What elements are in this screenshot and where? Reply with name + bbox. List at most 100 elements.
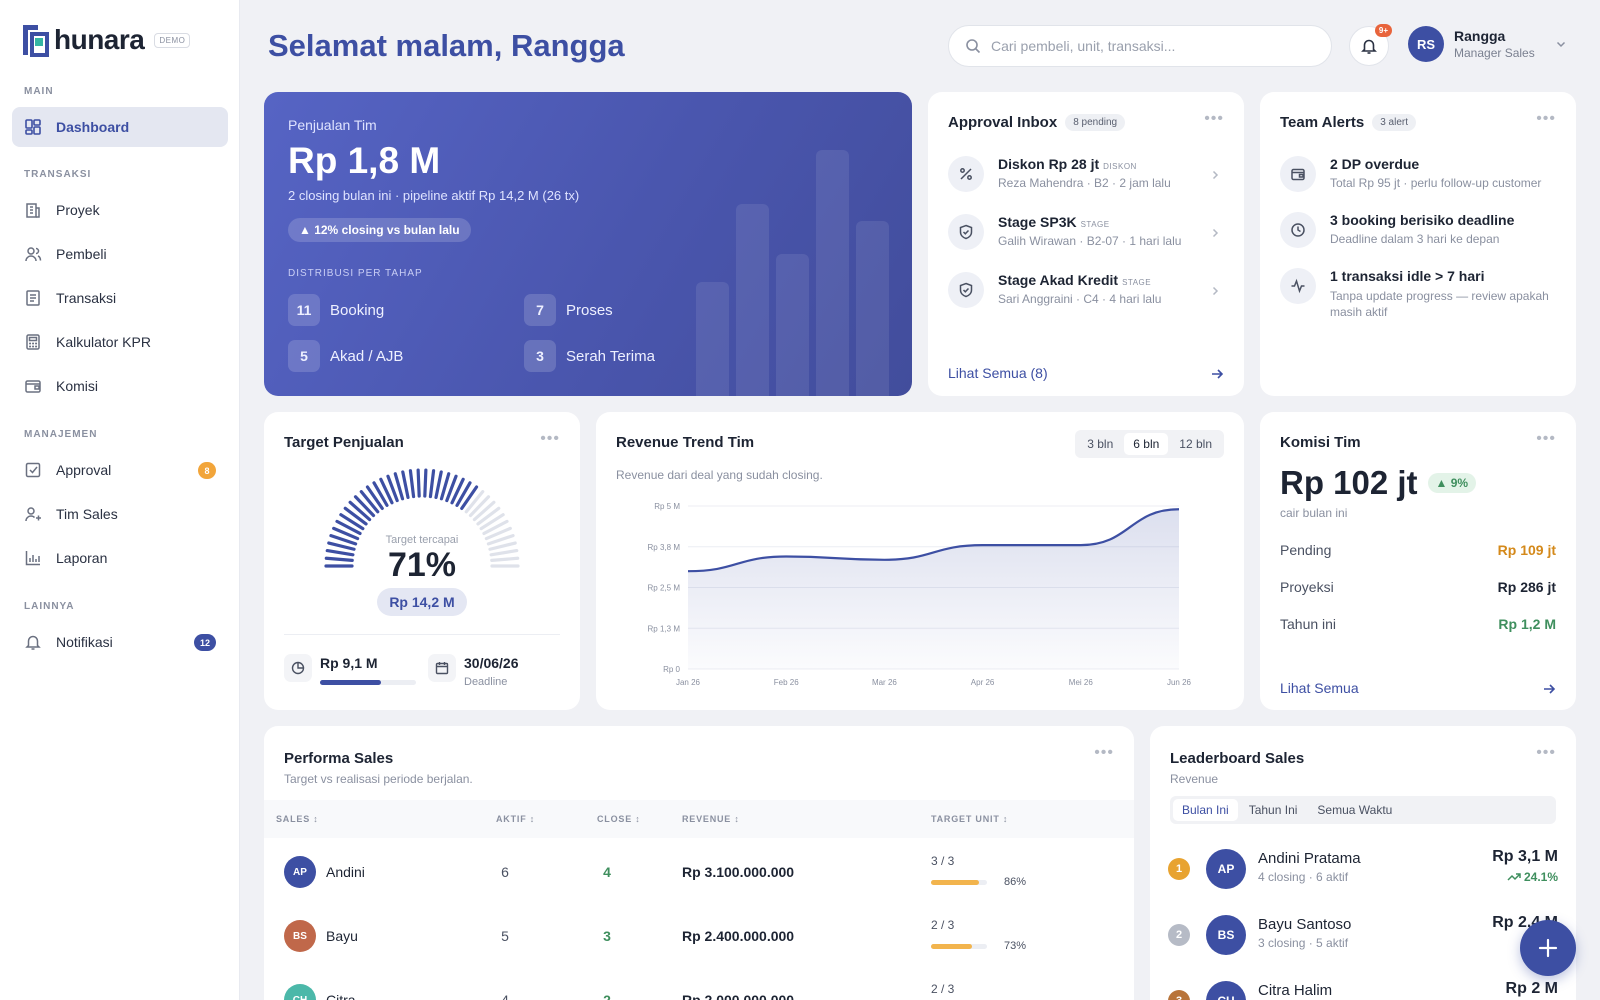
column-header-close[interactable]: CLOSE ↕ — [597, 814, 641, 824]
gauge-tick — [445, 474, 458, 503]
y-tick-label: Rp 2,5 M — [648, 584, 681, 593]
tab-bulan-ini[interactable]: Bulan Ini — [1173, 799, 1238, 821]
approval-item[interactable]: Stage SP3K STAGE Galih Wirawan · B2-07 · … — [948, 214, 1220, 258]
approval-item[interactable]: Stage Akad Kredit STAGE Sari Anggraini · … — [948, 272, 1220, 316]
gauge-tick — [386, 474, 399, 503]
achieved-progress — [320, 680, 416, 685]
x-tick-label: Apr 26 — [971, 678, 995, 687]
sidebar-item-label: Proyek — [56, 202, 100, 218]
more-options-icon[interactable]: ••• — [1536, 110, 1556, 127]
avatar: AP — [284, 856, 316, 888]
stage-serah-terima[interactable]: 3 Serah Terima — [524, 340, 655, 372]
rank-badge: 2 — [1168, 924, 1190, 946]
column-header-target-unit[interactable]: TARGET UNIT ↕ — [931, 814, 1009, 824]
user-menu[interactable]: RS Rangga Manager Sales — [1408, 26, 1567, 62]
gauge-tick — [468, 495, 491, 518]
sales-performance-card: Performa Sales Target vs realisasi perio… — [264, 726, 1134, 1000]
column-header-revenue[interactable]: REVENUE ↕ — [682, 814, 740, 824]
gauge-tick — [324, 556, 354, 562]
add-button[interactable] — [1520, 920, 1576, 976]
alert-item[interactable]: 2 DP overdue Total Rp 95 jt · perlu foll… — [1280, 156, 1570, 200]
tab-tahun-ini[interactable]: Tahun Ini — [1248, 803, 1298, 817]
sidebar-item-laporan[interactable]: Laporan — [12, 538, 228, 578]
item-subtitle: Tanpa update progress — review apakah ma… — [1330, 289, 1549, 319]
alert-item[interactable]: 3 booking berisiko deadline Deadline dal… — [1280, 212, 1570, 256]
column-header-sales[interactable]: SALES ↕ — [276, 814, 319, 824]
card-title: Approval Inbox — [948, 114, 1058, 131]
more-options-icon[interactable]: ••• — [1094, 744, 1114, 761]
sidebar-item-approval[interactable]: Approval 8 — [12, 450, 228, 490]
range-6-bln[interactable]: 6 bln — [1124, 433, 1169, 455]
sidebar-item-dashboard[interactable]: Dashboard — [12, 107, 228, 147]
demo-badge: DEMO — [154, 32, 191, 48]
leaderboard-row[interactable]: 2 BS Bayu Santoso 3 closing · 5 aktif Rp… — [1168, 910, 1558, 960]
target-percent: 73% — [1004, 940, 1027, 952]
achieved-value: Rp 9,1 M — [320, 655, 378, 671]
sidebar-item-label: Kalkulator KPR — [56, 334, 151, 350]
app-logo[interactable]: hunara DEMO — [20, 22, 191, 58]
stage-booking[interactable]: 11 Booking — [288, 294, 384, 326]
hero-label: Penjualan Tim — [288, 117, 377, 133]
tab-semua-waktu[interactable]: Semua Waktu — [1317, 803, 1393, 817]
sidebar-item-komisi[interactable]: Komisi — [12, 366, 228, 406]
leaderboard-row[interactable]: 1 AP Andini Pratama 4 closing · 6 aktif … — [1168, 844, 1558, 894]
target-unit: 3 / 3 — [931, 854, 955, 868]
more-options-icon[interactable]: ••• — [540, 430, 560, 447]
target-progress-fill — [931, 944, 972, 949]
close-count: 3 — [603, 928, 611, 944]
target-value-badge: Rp 14,2 M — [377, 588, 467, 616]
user-group-icon — [25, 507, 41, 522]
gauge-tick — [327, 541, 356, 551]
stage-proses[interactable]: 7 Proses — [524, 294, 613, 326]
search-input[interactable] — [991, 38, 1311, 54]
stage-count: 3 — [524, 340, 556, 372]
alert-item[interactable]: 1 transaksi idle > 7 hari Tanpa update p… — [1280, 268, 1570, 324]
see-all-commission-link[interactable]: Lihat Semua — [1280, 680, 1359, 696]
range-3-bln[interactable]: 3 bln — [1087, 437, 1114, 451]
target-unit: 2 / 3 — [931, 918, 955, 932]
table-row[interactable]: AP Andini 6 4 Rp 3.100.000.000 3 / 3 86% — [264, 840, 1134, 904]
sidebar-item-proyek[interactable]: Proyek — [12, 190, 228, 230]
sidebar-item-pembeli[interactable]: Pembeli — [12, 234, 228, 274]
sales-stats: 4 closing · 6 aktif — [1258, 870, 1349, 884]
stage-akad-ajb[interactable]: 5 Akad / AJB — [288, 340, 403, 372]
decor-bar — [736, 204, 769, 396]
item-title: Diskon Rp 28 jt — [998, 156, 1100, 172]
leaderboard-row[interactable]: 3 CH Citra Halim Rp 2 M — [1168, 976, 1558, 1000]
clock-icon — [1280, 212, 1316, 248]
sidebar-item-kalkulator-kpr[interactable]: Kalkulator KPR — [12, 322, 228, 362]
gauge-tick — [439, 472, 451, 501]
avatar: CH — [1206, 981, 1246, 1000]
more-options-icon[interactable]: ••• — [1536, 430, 1556, 447]
shield-icon — [948, 272, 984, 308]
see-all-approval-link[interactable]: Lihat Semua (8) — [948, 365, 1048, 381]
more-options-icon[interactable]: ••• — [1536, 744, 1556, 761]
arrow-right-icon[interactable] — [1542, 682, 1556, 696]
receipt-icon — [26, 290, 40, 306]
approval-item[interactable]: Diskon Rp 28 jt DISKON Reza Mahendra · B2… — [948, 156, 1220, 200]
table-row[interactable]: BS Bayu 5 3 Rp 2.400.000.000 2 / 3 73% — [264, 904, 1134, 968]
nav-section-main: MAIN — [24, 86, 54, 97]
target-percent: 86% — [1004, 876, 1027, 888]
gauge-tick — [353, 495, 376, 518]
sidebar-item-transaksi[interactable]: Transaksi — [12, 278, 228, 318]
user-name: Rangga — [1454, 28, 1506, 44]
gauge-tick — [488, 541, 517, 551]
notification-button[interactable]: 9+ — [1349, 24, 1392, 66]
search-bar[interactable] — [948, 25, 1332, 67]
table-header — [264, 800, 1134, 838]
sidebar-item-tim-sales[interactable]: Tim Sales — [12, 494, 228, 534]
sidebar-item-notifikasi[interactable]: Notifikasi 12 — [12, 622, 228, 662]
chevron-right-icon — [1212, 228, 1219, 238]
table-row[interactable]: CH Citra 4 2 Rp 2.000.000.000 2 / 3 — [264, 968, 1134, 1000]
more-options-icon[interactable]: ••• — [1204, 110, 1224, 127]
arrow-right-icon[interactable] — [1210, 367, 1224, 381]
gauge-tick — [329, 533, 358, 546]
check-square-icon — [25, 462, 41, 478]
column-header-aktif[interactable]: AKTIF ↕ — [496, 814, 536, 824]
card-title: Target Penjualan — [284, 434, 404, 451]
gauge-tick — [489, 549, 519, 557]
avatar: BS — [1206, 915, 1246, 955]
range-12-bln[interactable]: 12 bln — [1179, 437, 1212, 451]
leaderboard-tabs: Bulan Ini Tahun Ini Semua Waktu — [1170, 796, 1556, 824]
